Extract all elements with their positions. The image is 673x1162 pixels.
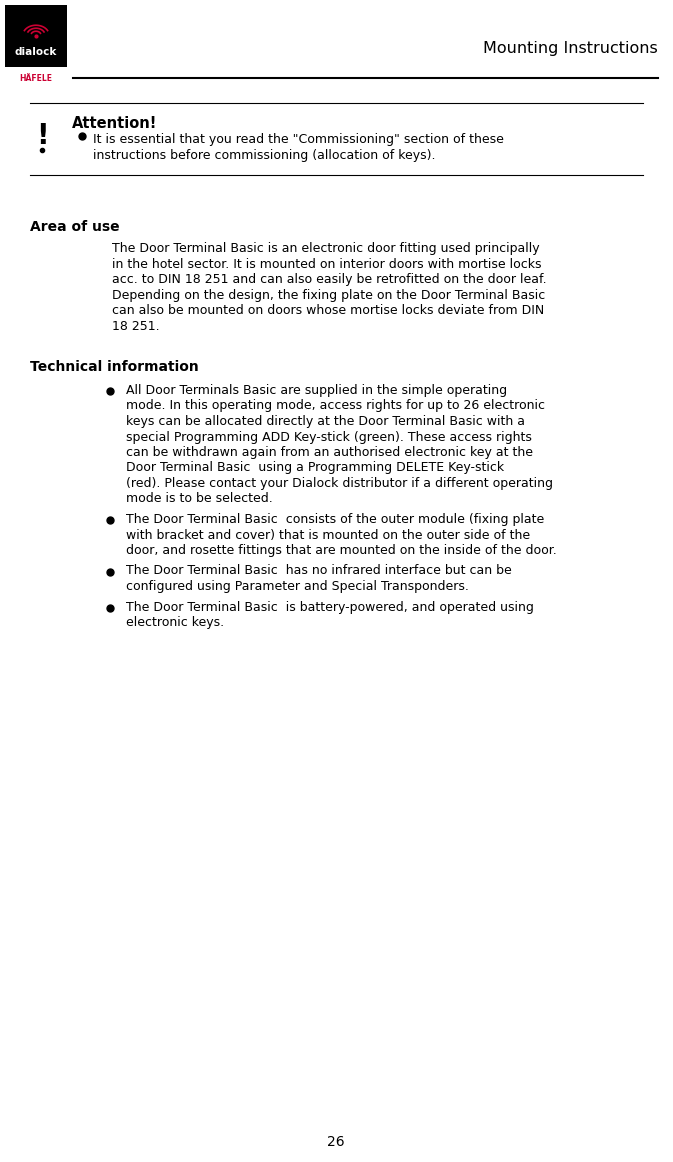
Text: It is essential that you read the "Commissioning" section of these: It is essential that you read the "Commi… [93,132,504,146]
Text: Mounting Instructions: Mounting Instructions [483,41,658,56]
Text: can also be mounted on doors whose mortise locks deviate from DIN: can also be mounted on doors whose morti… [112,304,544,317]
Text: The Door Terminal Basic  is battery-powered, and operated using: The Door Terminal Basic is battery-power… [126,601,534,614]
Text: HÄFELE: HÄFELE [20,74,52,83]
Text: All Door Terminals Basic are supplied in the simple operating: All Door Terminals Basic are supplied in… [126,383,507,397]
Text: Area of use: Area of use [30,220,120,234]
Text: instructions before commissioning (allocation of keys).: instructions before commissioning (alloc… [93,149,435,162]
Text: Depending on the design, the fixing plate on the Door Terminal Basic: Depending on the design, the fixing plat… [112,288,545,301]
Text: door, and rosette fittings that are mounted on the inside of the door.: door, and rosette fittings that are moun… [126,544,557,557]
Text: special Programming ADD Key-stick (green). These access rights: special Programming ADD Key-stick (green… [126,430,532,444]
Text: acc. to DIN 18 251 and can also easily be retrofitted on the door leaf.: acc. to DIN 18 251 and can also easily b… [112,273,546,286]
Text: can be withdrawn again from an authorised electronic key at the: can be withdrawn again from an authorise… [126,446,533,459]
Text: The Door Terminal Basic is an electronic door fitting used principally: The Door Terminal Basic is an electronic… [112,242,540,254]
Text: keys can be allocated directly at the Door Terminal Basic with a: keys can be allocated directly at the Do… [126,415,525,428]
Text: dialock: dialock [15,46,57,57]
Text: Door Terminal Basic  using a Programming DELETE Key-stick: Door Terminal Basic using a Programming … [126,461,504,474]
Text: !: ! [36,122,48,150]
Text: (red). Please contact your Dialock distributor if a different operating: (red). Please contact your Dialock distr… [126,476,553,490]
Text: The Door Terminal Basic  has no infrared interface but can be: The Door Terminal Basic has no infrared … [126,565,511,578]
Text: Attention!: Attention! [72,116,157,131]
Text: electronic keys.: electronic keys. [126,616,224,629]
Text: mode is to be selected.: mode is to be selected. [126,493,273,505]
FancyBboxPatch shape [5,5,67,67]
Text: in the hotel sector. It is mounted on interior doors with mortise locks: in the hotel sector. It is mounted on in… [112,258,542,271]
Text: 26: 26 [327,1135,345,1149]
Text: 18 251.: 18 251. [112,320,160,332]
Text: configured using Parameter and Special Transponders.: configured using Parameter and Special T… [126,580,469,593]
Text: The Door Terminal Basic  consists of the outer module (fixing plate: The Door Terminal Basic consists of the … [126,512,544,526]
Text: with bracket and cover) that is mounted on the outer side of the: with bracket and cover) that is mounted … [126,529,530,541]
Text: Technical information: Technical information [30,360,199,374]
Text: mode. In this operating mode, access rights for up to 26 electronic: mode. In this operating mode, access rig… [126,400,545,413]
